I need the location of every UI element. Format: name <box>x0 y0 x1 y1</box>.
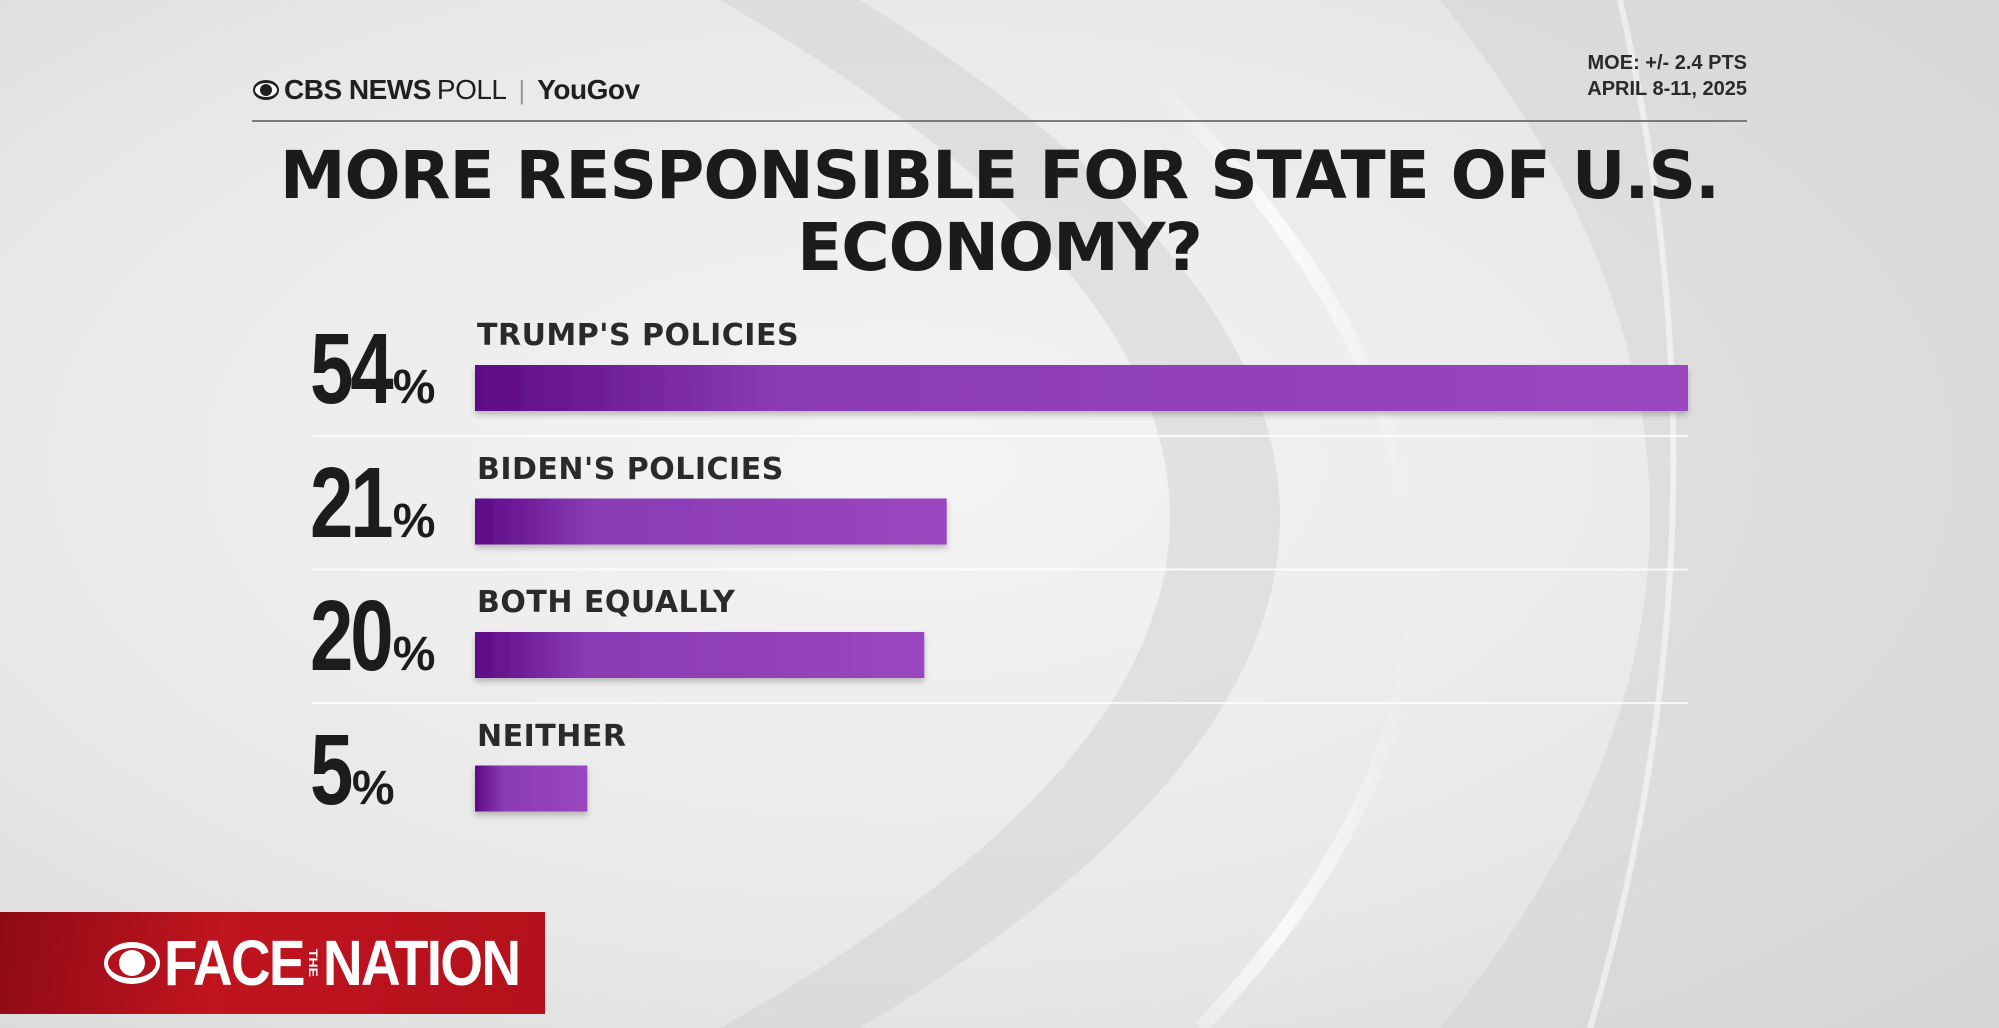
category-label-neither: NEITHER <box>477 718 627 754</box>
logo-wordmark: FACE THE NATION <box>164 926 521 1000</box>
brand-yougov: YouGov <box>537 74 640 105</box>
logo-face: FACE <box>164 927 306 999</box>
bar-both-equally <box>475 632 925 678</box>
value-unit: % <box>351 761 395 815</box>
value-unit: % <box>392 361 436 414</box>
value-number: 21 <box>310 446 394 559</box>
brand-line: CBS NEWS POLL | YouGov <box>252 74 640 106</box>
face-the-nation-logo: FACE THE NATION <box>0 912 545 1014</box>
chart-title: MORE RESPONSIBLE FOR STATE OF U.S. ECONO… <box>279 137 1720 286</box>
value-number: 5 <box>310 713 353 826</box>
cbs-eye-icon <box>104 942 160 984</box>
poll-dates: APRIL 8-11, 2025 <box>1587 78 1747 100</box>
logo-the: THE <box>306 949 321 977</box>
value-label-trump-s-policies: 54% <box>310 319 435 419</box>
bar-neither <box>475 765 588 812</box>
brand-poll: POLL <box>436 74 507 105</box>
header: CBS NEWS POLL | YouGov MOE: +/- 2.4 PTS … <box>252 50 1747 122</box>
value-unit: % <box>392 628 436 681</box>
brand-separator: | <box>518 74 526 105</box>
value-number: 54 <box>310 313 394 425</box>
value-label-biden-s-policies: 21% <box>310 453 435 553</box>
category-label-trump-s-policies: TRUMP'S POLICIES <box>477 318 800 353</box>
value-unit: % <box>392 494 436 548</box>
margin-of-error: MOE: +/- 2.4 PTS <box>1587 52 1747 74</box>
bar-biden-s-policies <box>475 498 947 545</box>
bars-group <box>475 365 1688 812</box>
poll-meta: MOE: +/- 2.4 PTS APRIL 8-11, 2025 <box>1587 50 1747 102</box>
logo-nation: NATION <box>322 927 521 999</box>
value-label-both-equally: 20% <box>310 586 435 686</box>
value-label-neither: 5% <box>310 720 395 820</box>
bar-trump-s-policies <box>475 365 1688 411</box>
separators-group <box>312 435 1688 704</box>
value-number: 20 <box>310 580 394 692</box>
category-label-both-equally: BOTH EQUALLY <box>477 585 736 620</box>
cbs-eye-icon <box>253 80 279 100</box>
category-label-biden-s-policies: BIDEN'S POLICIES <box>477 451 784 487</box>
brand-cbs-news: CBS NEWS <box>284 74 431 105</box>
